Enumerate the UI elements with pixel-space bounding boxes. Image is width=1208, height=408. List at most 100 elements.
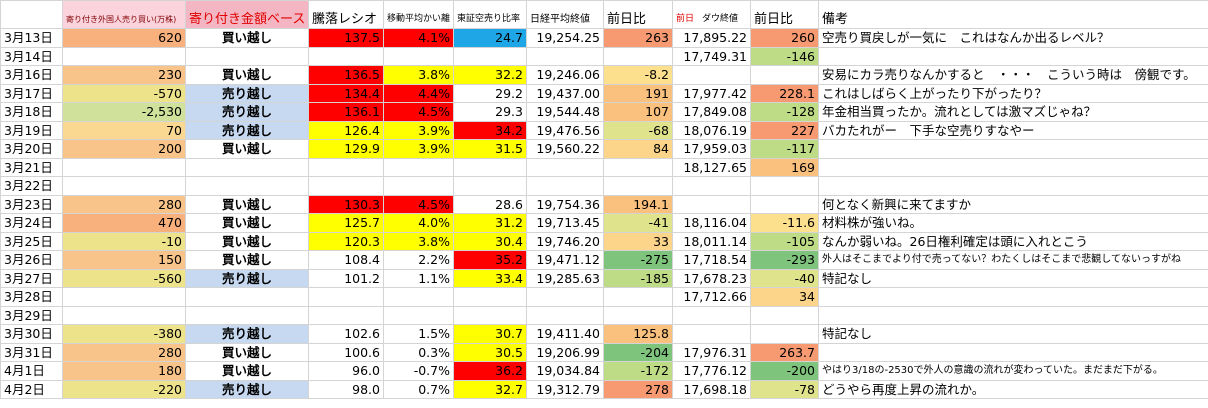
ma-deviation: 0.7% — [383, 379, 454, 399]
date: 3月24日 — [0, 213, 63, 233]
header-text: ダウ終値 — [702, 14, 739, 24]
short-ratio: 30.5 — [453, 342, 527, 362]
nikkei-change: -41 — [603, 213, 673, 233]
nikkei-close: 19,437.00 — [526, 83, 604, 103]
dow-close: 17,678.23 — [672, 268, 751, 288]
nikkei-change: 278 — [603, 379, 673, 399]
dow-change: -200 — [750, 361, 819, 381]
date: 3月28日 — [0, 287, 63, 307]
nikkei-change: -185 — [603, 268, 673, 288]
nikkei-change: 33 — [603, 231, 673, 251]
amount-base: 買い越し — [185, 28, 309, 48]
short-ratio: 32.7 — [453, 379, 527, 399]
dow-close: 17,977.42 — [672, 83, 751, 103]
advance-decline — [308, 287, 384, 307]
nikkei-change: 125.8 — [603, 324, 673, 344]
header-cell: 寄り付き金額ベース — [185, 0, 309, 29]
ma-deviation: 3.9% — [383, 139, 454, 159]
amount-base — [185, 287, 309, 307]
amount-base — [185, 305, 309, 325]
nikkei-close: 19,034.84 — [526, 361, 604, 381]
ma-deviation: 4.1% — [383, 28, 454, 48]
date: 3月18日 — [0, 102, 63, 122]
date: 3月27日 — [0, 268, 63, 288]
date: 3月25日 — [0, 231, 63, 251]
note: 何となく新興に来てますか — [818, 194, 1208, 214]
header-cell: 騰落レシオ — [308, 0, 384, 29]
short-ratio — [453, 305, 527, 325]
nikkei-close: 19,312.79 — [526, 379, 604, 399]
dow-change: -105 — [750, 231, 819, 251]
foreign-shares: -560 — [62, 268, 186, 288]
amount-base: 売り越し — [185, 379, 309, 399]
ma-deviation: 3.9% — [383, 120, 454, 140]
date: 3月17日 — [0, 83, 63, 103]
note — [818, 305, 1208, 325]
header-cell: 寄り付き外国人売り買い(万株) — [62, 0, 186, 29]
note — [818, 287, 1208, 307]
foreign-shares: 70 — [62, 120, 186, 140]
nikkei-close — [526, 46, 604, 66]
dow-close — [672, 194, 751, 214]
amount-base: 売り越し — [185, 102, 309, 122]
header-cell — [0, 0, 63, 29]
dow-change: -293 — [750, 250, 819, 270]
amount-base: 買い越し — [185, 231, 309, 251]
advance-decline — [308, 46, 384, 66]
ma-deviation — [383, 287, 454, 307]
amount-base: 買い越し — [185, 65, 309, 85]
nikkei-close: 19,544.48 — [526, 102, 604, 122]
nikkei-change: -68 — [603, 120, 673, 140]
nikkei-change: -275 — [603, 250, 673, 270]
dow-change: 263.7 — [750, 342, 819, 362]
spreadsheet: 寄り付き外国人売り買い(万株) 寄り付き金額ベース 騰落レシオ 移動平均かい離 東証空売… — [0, 0, 1208, 399]
dow-close — [672, 324, 751, 344]
advance-decline: 125.7 — [308, 213, 384, 233]
foreign-shares: 230 — [62, 65, 186, 85]
foreign-shares — [62, 287, 186, 307]
dow-change: -128 — [750, 102, 819, 122]
dow-close: 17,718.54 — [672, 250, 751, 270]
dow-close: 18,011.14 — [672, 231, 751, 251]
date: 3月29日 — [0, 305, 63, 325]
ma-deviation: 2.2% — [383, 250, 454, 270]
amount-base: 売り越し — [185, 83, 309, 103]
dow-change: -11.6 — [750, 213, 819, 233]
dow-change: 228.1 — [750, 83, 819, 103]
amount-base: 買い越し — [185, 361, 309, 381]
amount-base: 買い越し — [185, 194, 309, 214]
date: 3月19日 — [0, 120, 63, 140]
ma-deviation: -0.7% — [383, 361, 454, 381]
dow-close: 18,076.19 — [672, 120, 751, 140]
dow-change: -78 — [750, 379, 819, 399]
nikkei-close — [526, 157, 604, 177]
note — [818, 46, 1208, 66]
short-ratio — [453, 176, 527, 196]
advance-decline: 108.4 — [308, 250, 384, 270]
foreign-shares — [62, 305, 186, 325]
foreign-shares: -570 — [62, 83, 186, 103]
nikkei-change — [603, 46, 673, 66]
nikkei-close: 19,411.40 — [526, 324, 604, 344]
dow-change: 260 — [750, 28, 819, 48]
date: 3月26日 — [0, 250, 63, 270]
amount-base: 買い越し — [185, 213, 309, 233]
note: 空売り買戻しが一気に これはなんか出るレベル？ — [818, 28, 1208, 48]
dow-close — [672, 305, 751, 325]
advance-decline: 134.4 — [308, 83, 384, 103]
foreign-shares: 180 — [62, 361, 186, 381]
short-ratio: 29.2 — [453, 83, 527, 103]
date: 3月16日 — [0, 65, 63, 85]
foreign-shares: -380 — [62, 324, 186, 344]
dow-close: 17,895.22 — [672, 28, 751, 48]
date: 3月30日 — [0, 324, 63, 344]
note: 材料株が強いね。 — [818, 213, 1208, 233]
foreign-shares: 620 — [62, 28, 186, 48]
nikkei-close: 19,476.56 — [526, 120, 604, 140]
foreign-shares: 280 — [62, 342, 186, 362]
foreign-shares: 150 — [62, 250, 186, 270]
dow-change — [750, 194, 819, 214]
short-ratio: 30.4 — [453, 231, 527, 251]
nikkei-close: 19,285.63 — [526, 268, 604, 288]
nikkei-change: 263 — [603, 28, 673, 48]
